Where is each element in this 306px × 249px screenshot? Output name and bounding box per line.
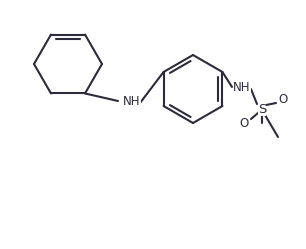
Text: S: S [258, 103, 266, 116]
Text: NH: NH [123, 95, 141, 108]
Text: O: O [239, 117, 248, 129]
Text: O: O [278, 92, 288, 106]
Text: NH: NH [233, 80, 251, 94]
